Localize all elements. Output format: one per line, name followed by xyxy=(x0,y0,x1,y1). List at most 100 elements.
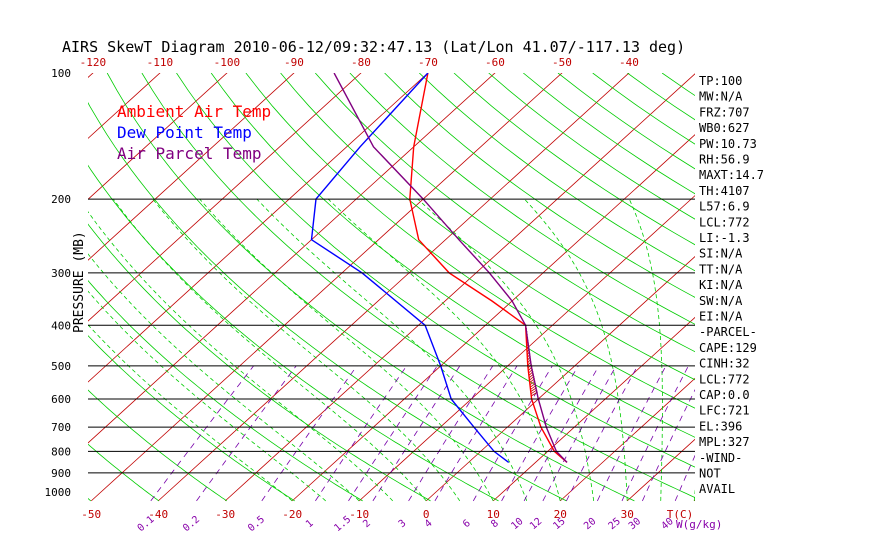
dry-adiabat xyxy=(88,280,363,502)
mixing-ratio-line xyxy=(150,365,254,502)
sounding-index: NOT xyxy=(699,467,721,481)
isotherm-line xyxy=(425,256,695,502)
mixing-ratio-unit-label: W(g/kg) xyxy=(676,518,722,531)
mixing-ratio-line xyxy=(315,365,407,502)
sounding-index: SW:N/A xyxy=(699,294,743,308)
mixing-ratio-line xyxy=(566,365,638,502)
dry-adiabat xyxy=(88,164,499,502)
top-temp-label: -50 xyxy=(552,56,572,69)
mixing-ratio-label: 1 xyxy=(304,518,316,530)
isotherm-line xyxy=(224,73,695,502)
sounding-index: CINH:32 xyxy=(699,357,750,371)
sounding-index: SI:N/A xyxy=(699,247,743,261)
sounding-index: RH:56.9 xyxy=(699,153,750,167)
sounding-index: EI:N/A xyxy=(699,310,743,324)
top-temp-label: -60 xyxy=(485,56,505,69)
bottom-temp-label: 30 xyxy=(621,508,634,521)
sounding-index: CAPE:129 xyxy=(699,341,757,355)
mixing-ratio-line xyxy=(621,365,689,502)
air-parcel-templine xyxy=(333,73,568,463)
mixing-ratio-line xyxy=(642,388,695,502)
dry-adiabat xyxy=(419,73,695,272)
sounding-index: -WIND- xyxy=(699,451,742,465)
bottom-temp-label: 0 xyxy=(423,508,430,521)
bottom-temp-label: 20 xyxy=(554,508,567,521)
dry-adiabat xyxy=(88,443,160,502)
dry-adiabat xyxy=(315,73,695,353)
sounding-index: PW:10.73 xyxy=(699,137,757,151)
sounding-index: FRZ:707 xyxy=(699,105,750,119)
chart-title: AIRS SkewT Diagram 2010-06-12/09:32:47.1… xyxy=(62,38,685,56)
dry-adiabat xyxy=(210,73,695,438)
dry-adiabat xyxy=(141,73,695,499)
y-tick-label: 300 xyxy=(51,267,71,280)
mixing-ratio-label: 2 xyxy=(361,518,373,530)
top-temp-label: -80 xyxy=(351,56,371,69)
bottom-temp-label: -50 xyxy=(81,508,101,521)
moist-adiabat xyxy=(628,198,663,501)
moist-adiabat xyxy=(256,198,528,502)
isotherm-line xyxy=(88,73,228,200)
mixing-ratio-label: 0.5 xyxy=(246,514,267,534)
sounding-index: AVAIL xyxy=(699,482,735,496)
y-tick-label: 800 xyxy=(51,445,71,458)
moist-adiabat xyxy=(88,211,393,502)
dew-point-templine xyxy=(310,73,510,463)
mixing-ratio-label: 3 xyxy=(397,518,409,530)
top-temp-label: -40 xyxy=(619,56,639,69)
moist-adiabat xyxy=(524,198,628,501)
dry-adiabat xyxy=(106,73,635,502)
dry-adiabat xyxy=(88,389,227,502)
mixing-ratio-line xyxy=(542,365,617,502)
isotherm-line xyxy=(157,73,630,502)
moist-adiabat xyxy=(112,198,427,502)
dry-adiabat xyxy=(176,73,695,468)
isotherm-line xyxy=(761,64,870,501)
mixing-ratio-line xyxy=(434,365,518,502)
mixing-ratio-label: 10 xyxy=(509,516,525,532)
moist-adiabat xyxy=(417,198,595,501)
bottom-temp-label: -10 xyxy=(349,508,369,521)
sounding-index: EL:396 xyxy=(699,419,742,433)
sounding-index: WB0:627 xyxy=(699,121,750,135)
dry-adiabat xyxy=(801,73,870,501)
legend-entry: Ambient Air Temp xyxy=(117,102,271,121)
isotherm-line xyxy=(88,73,94,78)
y-tick-label: 200 xyxy=(51,193,71,206)
top-temp-label: -70 xyxy=(418,56,438,69)
dry-adiabat xyxy=(88,102,567,502)
y-tick-label: 600 xyxy=(51,393,71,406)
bottom-temp-label: 10 xyxy=(487,508,500,521)
bottom-temp-label: -40 xyxy=(148,508,168,521)
moist-adiabat xyxy=(152,198,461,502)
sounding-index: KI:N/A xyxy=(699,278,743,292)
temp-unit-label: T(C) xyxy=(667,508,694,521)
sounding-index: LI:-1.3 xyxy=(699,231,750,245)
dry-adiabat xyxy=(88,335,295,502)
mixing-ratio-label: 4 xyxy=(423,518,435,530)
sounding-index: -PARCEL- xyxy=(699,325,757,339)
y-tick-label: 1000 xyxy=(45,486,72,499)
top-temp-label: -120 xyxy=(80,56,107,69)
mixing-ratio-line xyxy=(348,365,438,502)
mixing-ratio-label: 6 xyxy=(461,518,473,530)
dry-adiabat xyxy=(280,73,695,381)
sounding-index: TT:N/A xyxy=(699,262,743,276)
mixing-ratio-line xyxy=(372,365,461,502)
isotherm-line xyxy=(88,73,295,261)
top-temp-label: -100 xyxy=(214,56,241,69)
sounding-index: LCL:772 xyxy=(699,215,750,229)
moist-adiabat xyxy=(88,290,326,502)
isotherm-line xyxy=(88,73,429,383)
moist-adiabat xyxy=(88,324,293,502)
moist-adiabat xyxy=(199,198,494,502)
dry-adiabat xyxy=(766,73,870,501)
sounding-index: LFC:721 xyxy=(699,404,750,418)
sounding-index: MW:N/A xyxy=(699,90,743,104)
dry-adiabat xyxy=(349,73,695,325)
isotherm-line xyxy=(559,377,695,502)
ambient-air-templine xyxy=(409,73,568,463)
dry-adiabat xyxy=(836,73,870,501)
y-axis-label: PRESSURE (MB) xyxy=(72,231,87,333)
